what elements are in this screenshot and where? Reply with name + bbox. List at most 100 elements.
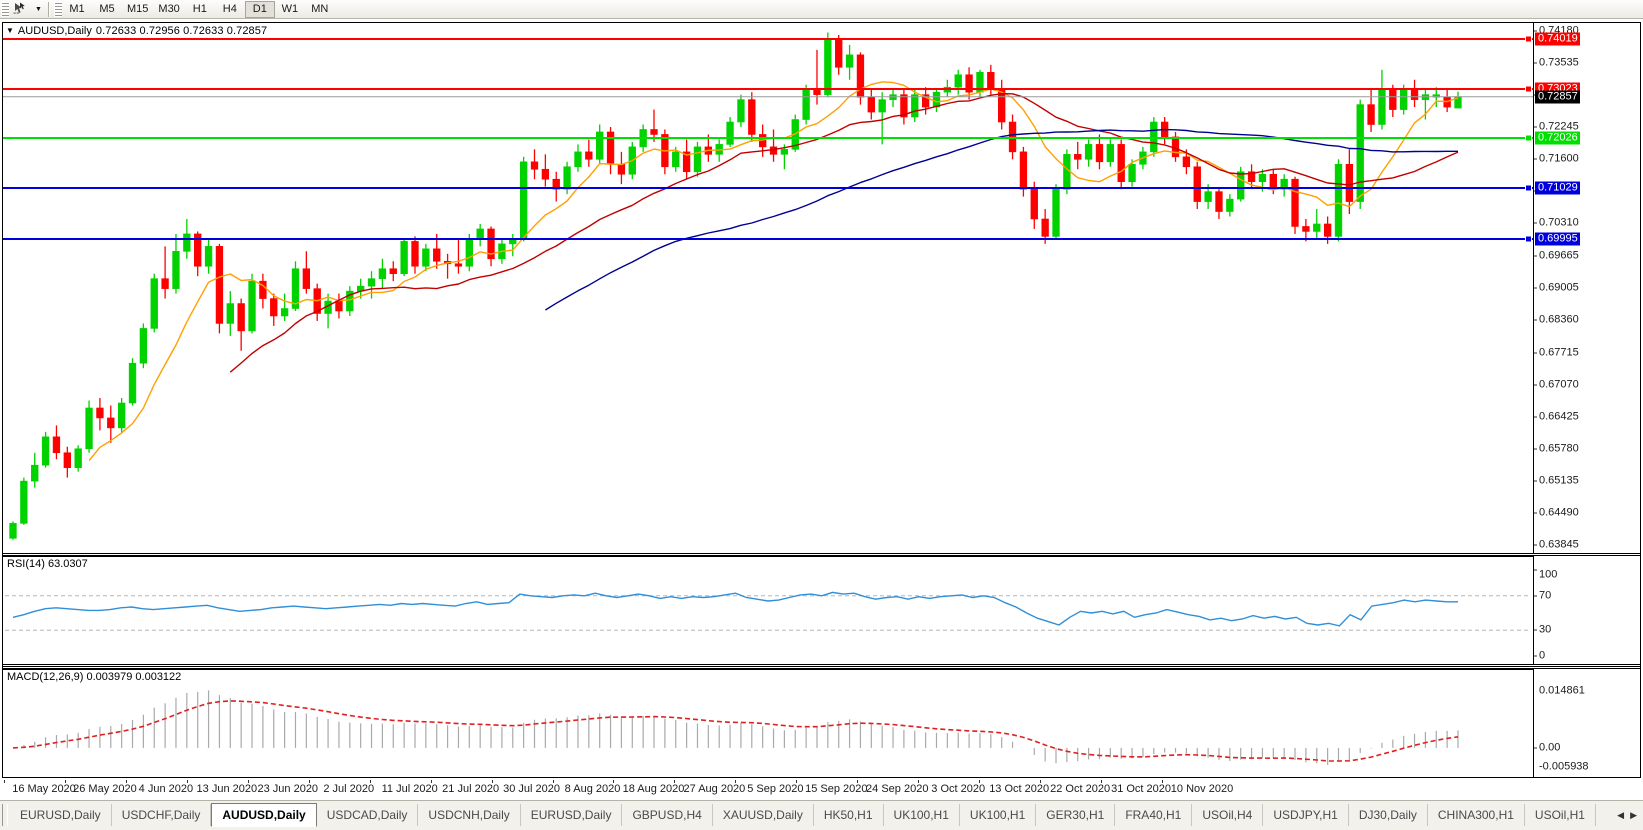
timeframe-group-handle[interactable] <box>54 1 62 17</box>
chart-tab-fra40-h1[interactable]: FRA40,H1 <box>1115 804 1193 826</box>
price-pane[interactable]: 0.741800.735350.728900.722450.716000.709… <box>3 23 1640 553</box>
triangle-right-icon[interactable]: ▶ <box>1630 809 1637 820</box>
macd-indicator-label: MACD(12,26,9) 0.003979 0.003122 <box>7 671 182 683</box>
chart-tab-eurusd-daily[interactable]: EURUSD,Daily <box>10 804 112 826</box>
price-tick-label: 0.70310 <box>1539 216 1579 229</box>
date-tick-mark <box>247 780 249 783</box>
timeframe-button-mn[interactable]: MN <box>311 3 329 15</box>
level-line-resistance-lower[interactable] <box>3 87 1533 90</box>
date-tick-label: 23 Jun 2020 <box>257 783 319 795</box>
chart-tab-eurusd-daily[interactable]: EURUSD,Daily <box>521 804 623 826</box>
candle-series <box>9 32 1462 540</box>
price-plot-area[interactable] <box>3 23 1533 553</box>
tabbar-drag-handle[interactable] <box>2 804 8 826</box>
level-handle-pivot-green[interactable] <box>1525 134 1532 142</box>
date-tick-mark <box>918 780 920 783</box>
rsi-tick-mark <box>1534 569 1537 571</box>
date-tick-mark <box>125 780 127 783</box>
date-tick-mark <box>308 780 310 783</box>
level-line-support-lower[interactable] <box>3 238 1533 241</box>
chart-tab-uk100-h1[interactable]: UK100,H1 <box>884 804 960 826</box>
timeframe-button-h1[interactable]: H1 <box>192 3 207 15</box>
date-tick-label: 3 Oct 2020 <box>931 783 986 795</box>
chart-tab-dj30-daily[interactable]: DJ30,Daily <box>1349 804 1428 826</box>
chart-canvas[interactable]: 0.741800.735350.728900.722450.716000.709… <box>2 22 1641 778</box>
timeframe-button-d1[interactable]: D1 <box>244 0 275 18</box>
date-axis[interactable]: 16 May 2020 26 May 2020 4 Jun 2020 13 Jun 2… <box>2 780 1641 798</box>
chart-tab-usoil-h4[interactable]: USOil,H4 <box>1192 804 1264 826</box>
level-handle-resistance-lower[interactable] <box>1525 85 1532 93</box>
price-tick-mark <box>1534 512 1537 514</box>
date-tick-label: 5 Sep 2020 <box>747 783 804 795</box>
rsi-plot-area[interactable] <box>3 556 1533 664</box>
price-tick-mark <box>1534 319 1537 321</box>
price-axis[interactable]: 0.741800.735350.728900.722450.716000.709… <box>1533 23 1640 553</box>
chart-tab-xauusd-daily[interactable]: XAUUSD,Daily <box>713 804 814 826</box>
chart-tab-usdcnh-daily[interactable]: USDCNH,Daily <box>418 804 521 826</box>
timeframe-button-m5[interactable]: M5 <box>99 3 115 15</box>
triangle-left-icon[interactable]: ◀ <box>1617 809 1625 820</box>
chart-tab-usoil-h1[interactable]: USOil,H1 <box>1525 804 1596 826</box>
price-tick-label: 0.74180 <box>1539 24 1579 37</box>
chart-tabs-list: EURUSD,Daily USDCHF,Daily AUDUSD,Daily USDC… <box>10 801 1596 827</box>
price-tick-mark <box>1534 62 1537 64</box>
price-tick-mark <box>1534 352 1537 354</box>
macd-pane[interactable]: MACD(12,26,9) 0.003979 0.003122 0.014861… <box>3 668 1640 777</box>
date-tick-mark <box>369 780 371 783</box>
price-tick-label: 0.65780 <box>1539 442 1579 455</box>
level-price-badge-pivot-green[interactable]: 0.72026 <box>1535 131 1580 145</box>
timeframe-button-m15[interactable]: M15 <box>127 3 149 15</box>
price-tick-mark <box>1534 255 1537 257</box>
rsi-tick-mark <box>1534 629 1537 631</box>
timeframe-button-m1[interactable]: M1 <box>69 3 85 15</box>
date-tick-mark <box>857 780 859 783</box>
date-tick-label: 13 Jun 2020 <box>196 783 258 795</box>
date-tick-mark <box>735 780 737 783</box>
toolbar-drag-handle[interactable] <box>1 1 9 17</box>
chart-tab-uk100-h1[interactable]: UK100,H1 <box>960 804 1037 826</box>
level-price-badge-support-upper[interactable]: 0.71029 <box>1535 181 1580 195</box>
level-handle-support-upper[interactable] <box>1525 184 1532 192</box>
rsi-line <box>12 591 1458 627</box>
level-handle-support-lower[interactable] <box>1525 235 1532 243</box>
level-price-badge-resistance-upper[interactable]: 0.74019 <box>1535 32 1580 46</box>
rsi-tick-label: 30 <box>1539 623 1552 636</box>
date-tick-label: 18 Aug 2020 <box>622 783 685 795</box>
timeframe-button-w1[interactable]: W1 <box>281 3 299 15</box>
date-tick-mark <box>674 780 676 783</box>
chart-tab-usdchf-daily[interactable]: USDCHF,Daily <box>112 804 212 826</box>
chart-tab-china300-h1[interactable]: CHINA300,H1 <box>1428 804 1525 826</box>
level-handle-resistance-upper[interactable] <box>1525 35 1532 43</box>
chart-tab-usdcad-daily[interactable]: USDCAD,Daily <box>317 804 419 826</box>
level-line-pivot-green[interactable] <box>3 137 1533 140</box>
chart-tab-gbpusd-h4[interactable]: GBPUSD,H4 <box>622 804 713 826</box>
rsi-tick-label: 0 <box>1539 649 1546 662</box>
level-line-resistance-upper[interactable] <box>3 38 1533 40</box>
tab-scroll-controls[interactable]: ◀ ▶ <box>1611 804 1643 826</box>
chart-symbol-header[interactable]: ▼ AUDUSD,Daily 0.72633 0.72956 0.72633 0… <box>6 25 267 37</box>
rsi-pane[interactable]: RSI(14) 63.0307 100 70 30 0 <box>3 555 1640 665</box>
macd-plot-area[interactable] <box>3 669 1533 777</box>
timeframe-button-h4[interactable]: H4 <box>222 3 237 15</box>
triangle-down-icon[interactable]: ▼ <box>6 26 14 35</box>
chart-tab-hk50-h1[interactable]: HK50,H1 <box>814 804 884 826</box>
chart-symbol-label: AUDUSD,Daily <box>17 25 92 37</box>
chart-tab-audusd-daily[interactable]: AUDUSD,Daily <box>211 803 317 827</box>
chart-tab-usdjpy-h1[interactable]: USDJPY,H1 <box>1263 804 1349 826</box>
chart-ohlc-values: 0.72633 0.72956 0.72633 0.72857 <box>95 25 268 37</box>
rsi-line-svg <box>5 591 1531 631</box>
price-tick-label: 0.73535 <box>1539 56 1579 69</box>
price-tick-mark <box>1534 222 1537 224</box>
price-tick-mark <box>1534 158 1537 160</box>
cursor-crosshair-icon[interactable] <box>10 1 32 18</box>
timeframe-button-m30[interactable]: M30 <box>158 3 180 15</box>
chart-tab-ger30-h1[interactable]: GER30,H1 <box>1036 804 1116 826</box>
level-price-badge-support-lower[interactable]: 0.69995 <box>1535 232 1580 246</box>
price-tick-mark <box>1534 384 1537 386</box>
price-tick-mark <box>1534 544 1537 546</box>
level-line-support-upper[interactable] <box>3 186 1533 189</box>
date-tick-label: 26 May 2020 <box>73 783 137 795</box>
chevron-down-icon[interactable]: ▼ <box>35 5 42 13</box>
macd-tick-mark <box>1534 747 1537 749</box>
